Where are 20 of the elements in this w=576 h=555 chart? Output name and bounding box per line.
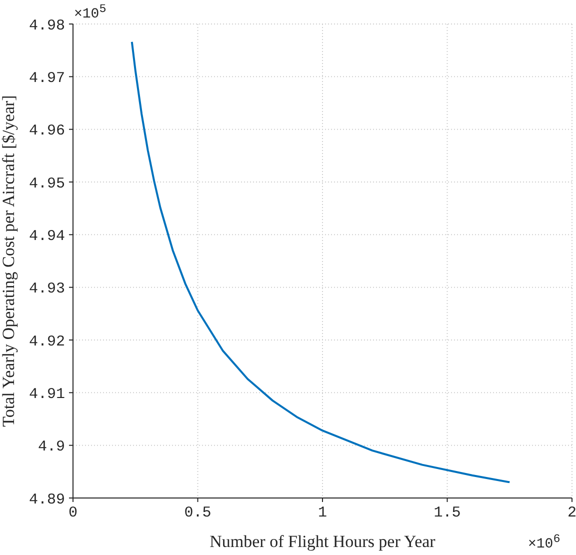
x-tick-label: 2 bbox=[567, 504, 576, 522]
line-series bbox=[130, 40, 511, 484]
y-tick-label: 4.91 bbox=[28, 386, 65, 403]
y-tick-label: 4.94 bbox=[28, 228, 65, 245]
text: ×10$^{5}$ bbox=[74, 2, 106, 23]
x-tick-label: 1 bbox=[318, 504, 328, 522]
x-tick-label: 0 bbox=[68, 504, 78, 522]
y-tick-label: 4.98 bbox=[28, 17, 65, 34]
y-tick-label: 4.97 bbox=[28, 70, 65, 87]
y-tick-label: 4.93 bbox=[28, 280, 65, 298]
y-tick-label: 4.95 bbox=[28, 175, 65, 192]
y-tick-label: 4.92 bbox=[28, 333, 65, 350]
x-tick-label: 1.5 bbox=[434, 504, 461, 522]
text: ×10$^{6}$ bbox=[528, 532, 560, 553]
y-tick-label: 4.96 bbox=[28, 122, 65, 140]
y-axis-title: Total Yearly Operating Cost per Aircraft [$/year] bbox=[0, 95, 18, 427]
y-tick-label: 4.89 bbox=[28, 491, 65, 508]
x-axis-title: Number of Flight Hours per Year bbox=[210, 532, 436, 551]
x-tick-label: 0.5 bbox=[184, 504, 212, 522]
y-tick-label: 4.9 bbox=[38, 438, 65, 456]
